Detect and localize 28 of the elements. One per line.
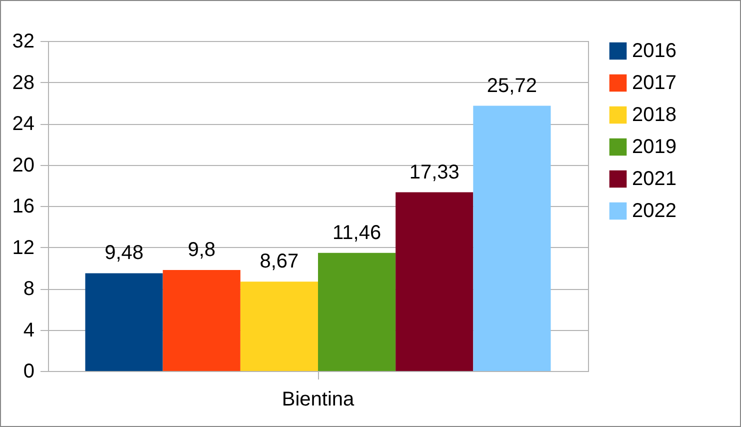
bar — [318, 252, 396, 371]
legend-label: 2021 — [632, 168, 676, 190]
legend-label: 2018 — [632, 104, 676, 126]
bar — [473, 106, 551, 371]
data-label: 11,46 — [332, 222, 382, 244]
bar — [85, 273, 163, 371]
data-label: 8,67 — [260, 250, 299, 273]
data-label: 9,8 — [188, 238, 216, 261]
y-tick-label: 32 — [12, 30, 34, 52]
bar — [396, 192, 474, 371]
legend-label: 2016 — [632, 40, 676, 62]
bar — [162, 270, 240, 371]
legend-label: 2017 — [632, 72, 676, 94]
y-tick-label: 16 — [12, 196, 34, 218]
y-tick-label: 12 — [12, 236, 34, 259]
legend-label: 2022 — [632, 200, 676, 222]
data-label: 17,33 — [409, 161, 460, 184]
y-tick-label: 20 — [12, 154, 34, 176]
legend-label: 2019 — [632, 136, 676, 158]
data-label: 9,48 — [104, 242, 144, 264]
y-tick-label: 28 — [12, 72, 34, 94]
y-tick-label: 4 — [23, 319, 34, 342]
y-tick-label: 0 — [23, 360, 34, 382]
y-tick-label: 24 — [12, 113, 34, 135]
bar — [240, 282, 318, 371]
y-tick-label: 8 — [23, 278, 34, 300]
x-tick-label: Bientina — [282, 388, 356, 410]
data-label: 25,72 — [486, 74, 537, 97]
